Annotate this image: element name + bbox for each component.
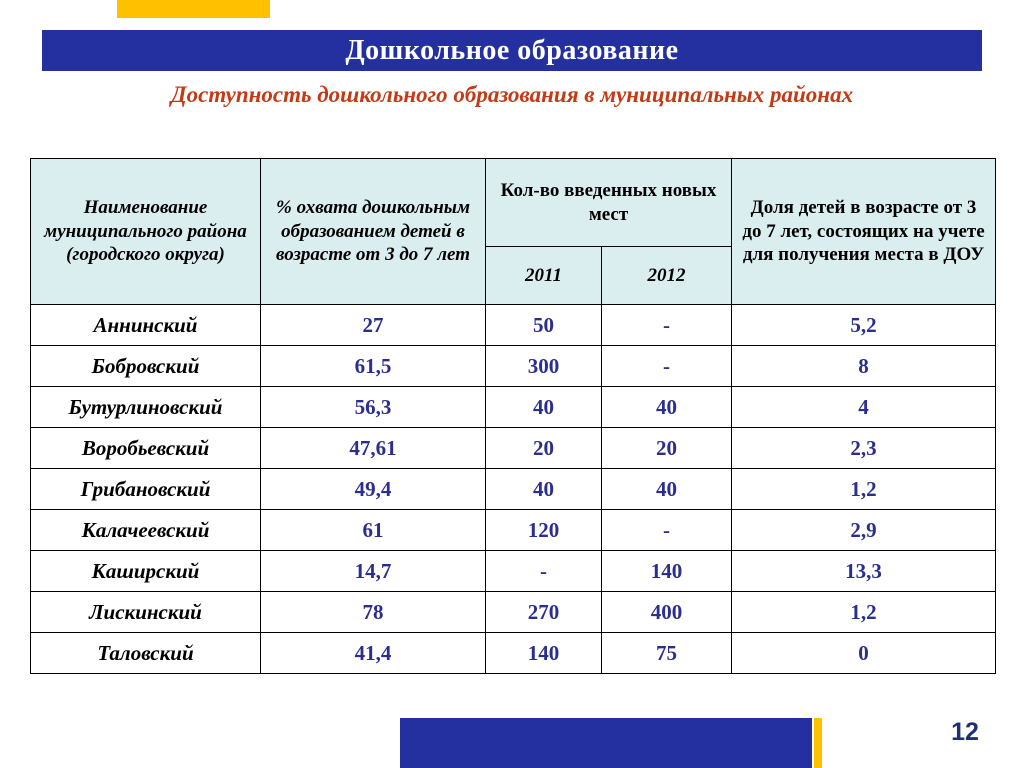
table-body: Аннинский 27 50 - 5,2 Бобровский 61,5 30… xyxy=(30,304,996,674)
places-2012-value: 40 xyxy=(601,468,732,510)
queue-share-value: 5,2 xyxy=(731,304,996,346)
header-district: Наименование муниципального района (горо… xyxy=(30,158,261,305)
table-row: Таловский 41,4 140 75 0 xyxy=(30,632,996,674)
coverage-value: 78 xyxy=(260,591,486,633)
district-name: Бобровский xyxy=(30,345,261,387)
district-name: Калачеевский xyxy=(30,509,261,551)
coverage-value: 61,5 xyxy=(260,345,486,387)
queue-share-value: 1,2 xyxy=(731,468,996,510)
coverage-value: 47,61 xyxy=(260,427,486,469)
slide-title: Дошкольное образование xyxy=(345,34,679,66)
table-row: Воробьевский 47,61 20 20 2,3 xyxy=(30,427,996,469)
district-name: Грибановский xyxy=(30,468,261,510)
places-2012-value: - xyxy=(601,304,732,346)
district-name: Аннинский xyxy=(30,304,261,346)
table-row: Аннинский 27 50 - 5,2 xyxy=(30,304,996,346)
top-accent-bar xyxy=(117,0,270,18)
table-row: Бобровский 61,5 300 - 8 xyxy=(30,345,996,387)
footer-accent-stripe xyxy=(814,718,822,768)
places-2012-value: 75 xyxy=(601,632,732,674)
places-2012-value: - xyxy=(601,345,732,387)
header-year-2011: 2011 xyxy=(485,246,602,305)
places-2012-value: 40 xyxy=(601,386,732,428)
slide-title-bar: Дошкольное образование xyxy=(42,30,982,71)
table-row: Бутурлиновский 56,3 40 40 4 xyxy=(30,386,996,428)
places-2012-value: - xyxy=(601,509,732,551)
places-2011-value: 50 xyxy=(485,304,602,346)
header-year-2012: 2012 xyxy=(601,246,732,305)
coverage-value: 56,3 xyxy=(260,386,486,428)
header-new-places: Кол-во введенных новых мест xyxy=(485,158,732,247)
table-row: Грибановский 49,4 40 40 1,2 xyxy=(30,468,996,510)
slide-subtitle: Доступность дошкольного образования в му… xyxy=(170,82,854,107)
coverage-value: 14,7 xyxy=(260,550,486,592)
queue-share-value: 1,2 xyxy=(731,591,996,633)
coverage-value: 27 xyxy=(260,304,486,346)
header-coverage: % охвата дошкольным образованием детей в… xyxy=(260,158,486,305)
district-name: Таловский xyxy=(30,632,261,674)
queue-share-value: 13,3 xyxy=(731,550,996,592)
places-2012-value: 140 xyxy=(601,550,732,592)
places-2012-value: 400 xyxy=(601,591,732,633)
places-2011-value: 40 xyxy=(485,468,602,510)
queue-share-value: 2,3 xyxy=(731,427,996,469)
places-2012-value: 20 xyxy=(601,427,732,469)
coverage-value: 49,4 xyxy=(260,468,486,510)
district-name: Воробьевский xyxy=(30,427,261,469)
table-header: Наименование муниципального района (горо… xyxy=(30,158,996,305)
queue-share-value: 0 xyxy=(731,632,996,674)
footer-bar xyxy=(400,718,812,768)
queue-share-value: 2,9 xyxy=(731,509,996,551)
places-2011-value: - xyxy=(485,550,602,592)
places-2011-value: 300 xyxy=(485,345,602,387)
table-row: Каширский 14,7 - 140 13,3 xyxy=(30,550,996,592)
places-2011-value: 270 xyxy=(485,591,602,633)
places-2011-value: 40 xyxy=(485,386,602,428)
places-2011-value: 120 xyxy=(485,509,602,551)
district-name: Лискинский xyxy=(30,591,261,633)
coverage-value: 61 xyxy=(260,509,486,551)
district-name: Бутурлиновский xyxy=(30,386,261,428)
places-2011-value: 140 xyxy=(485,632,602,674)
district-name: Каширский xyxy=(30,550,261,592)
coverage-value: 41,4 xyxy=(260,632,486,674)
header-queue-share: Доля детей в возрасте от 3 до 7 лет, сос… xyxy=(731,158,996,305)
data-table: Наименование муниципального района (горо… xyxy=(30,158,996,674)
queue-share-value: 8 xyxy=(731,345,996,387)
page-number: 12 xyxy=(951,718,979,746)
queue-share-value: 4 xyxy=(731,386,996,428)
places-2011-value: 20 xyxy=(485,427,602,469)
table-row: Калачеевский 61 120 - 2,9 xyxy=(30,509,996,551)
table-row: Лискинский 78 270 400 1,2 xyxy=(30,591,996,633)
